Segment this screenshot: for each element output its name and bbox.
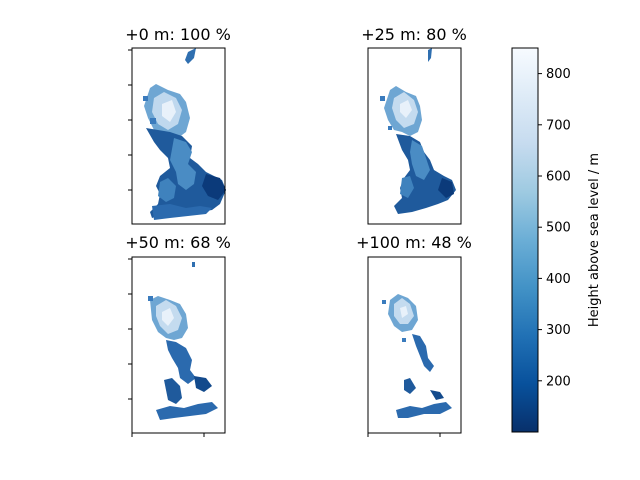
colorbar-tick-label: 500 [546,221,571,236]
colorbar-label: Height above sea level / m [587,153,602,327]
colorbar-tick-label: 300 [546,323,571,338]
colorbar-tick-label: 800 [546,67,571,82]
axes-frame [131,47,226,225]
subplot-title: +100 m: 48 % [356,233,472,252]
colorbar-tick-label: 700 [546,118,571,133]
axes-frame [131,256,226,434]
axes-frame [367,256,462,434]
map-gb-full [143,48,226,220]
colorbar-tick-label: 400 [546,272,571,287]
subplot-title: +25 m: 80 % [361,25,467,44]
colorbar: 200 300 400 500 600 700 800 Height above sea l… [511,47,602,433]
y-ticks [128,258,132,400]
colorbar-tick-label: 600 [546,170,571,185]
map-gb-100m [382,294,452,418]
colorbar-ticks: 200 300 400 500 600 700 800 [538,67,571,389]
subplot-1: +25 m: 80 % [361,25,467,225]
subplot-title: +50 m: 68 % [125,233,231,252]
colorbar-frame [511,47,539,433]
subplot-title: +0 m: 100 % [125,25,231,44]
subplot-2: +50 m: 68 % [125,233,231,437]
subplot-3: +100 m: 48 % [356,233,472,437]
map-gb-50m [148,262,218,420]
x-ticks [131,433,205,437]
colorbar-gradient [512,48,538,432]
axes-frame [367,47,462,225]
x-ticks [367,433,441,437]
y-ticks [128,49,132,191]
subplot-0: +0 m: 100 % [125,25,231,225]
colorbar-tick-label: 200 [546,374,571,389]
map-gb-25m [380,48,456,214]
